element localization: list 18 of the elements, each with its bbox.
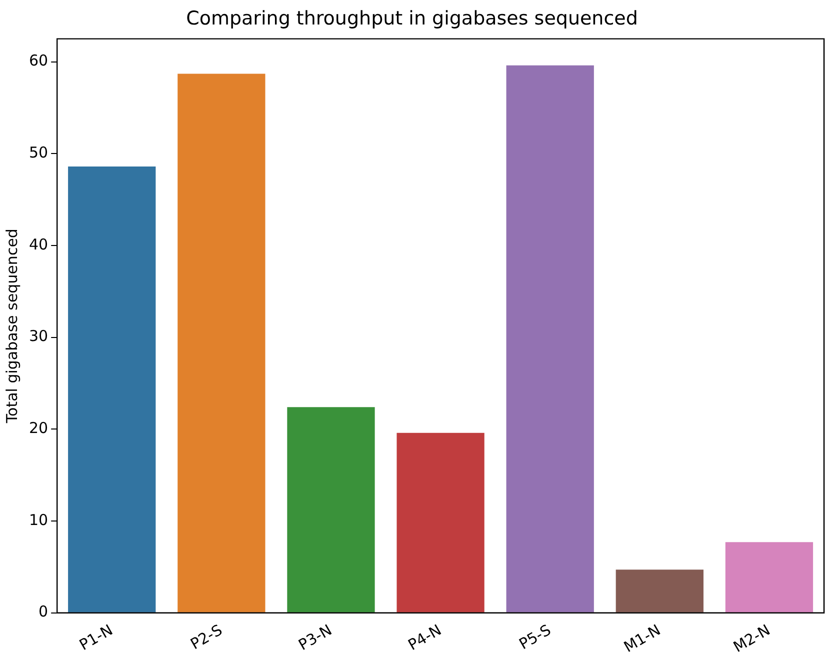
bar [616, 570, 704, 612]
bar [287, 407, 375, 612]
y-tick-label: 20 [28, 419, 48, 438]
y-axis-title: Total gigabase sequenced [2, 228, 21, 424]
y-tick-label: 50 [28, 144, 48, 162]
y-tick-label: 0 [38, 602, 48, 621]
bar [178, 74, 266, 612]
x-tick-label: P2-S [187, 620, 226, 654]
y-tick-label: 40 [28, 235, 48, 254]
bar [506, 65, 594, 612]
chart-title: Comparing throughput in gigabases sequenced [186, 7, 638, 30]
bar [396, 432, 484, 612]
bar [68, 166, 156, 612]
bar [725, 542, 814, 612]
y-tick-label: 30 [28, 327, 48, 346]
x-tick-label: P5-S [516, 620, 554, 654]
y-tick-label: 10 [28, 510, 48, 529]
y-tick-label: 60 [28, 52, 48, 70]
